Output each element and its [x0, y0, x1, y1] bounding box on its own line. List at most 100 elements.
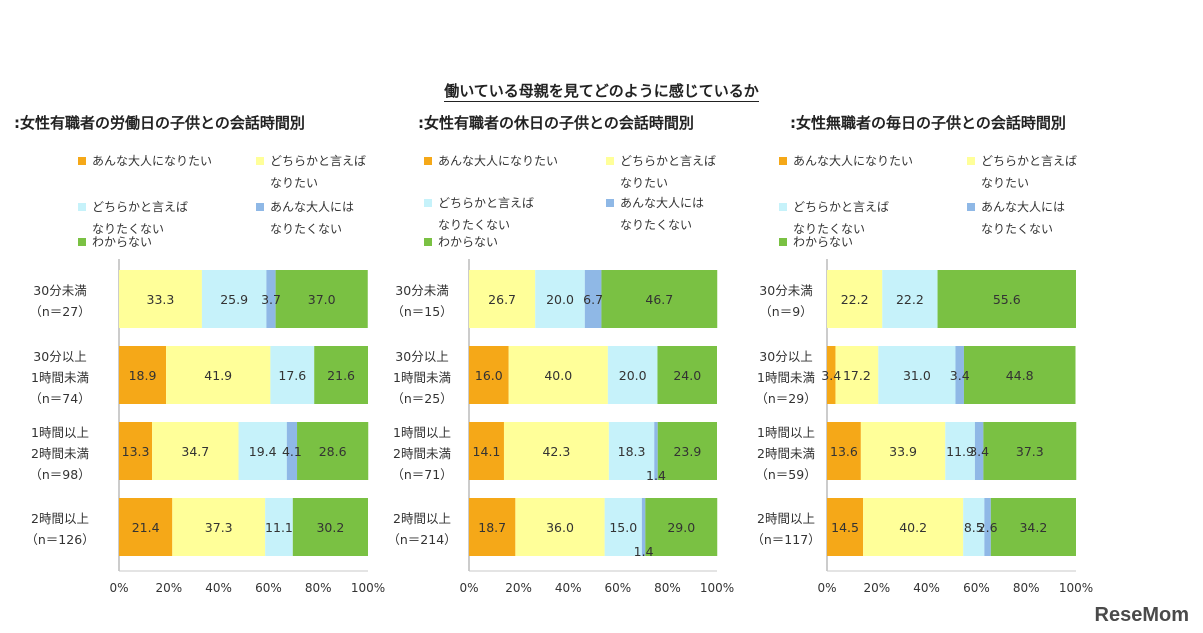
- data-label: 37.3: [205, 520, 233, 535]
- data-label: 22.2: [896, 292, 924, 307]
- data-label: 55.6: [993, 292, 1021, 307]
- data-label: 23.9: [673, 444, 701, 459]
- legend-swatch: [78, 157, 86, 165]
- main-title: 働いている母親を見てどのように感じているか: [444, 82, 759, 102]
- data-label: 18.9: [129, 368, 157, 383]
- data-label: 20.0: [619, 368, 647, 383]
- legend-swatch: [256, 203, 264, 211]
- legend-label: あんな大人には なりたくない: [270, 200, 355, 236]
- data-label: 11.1: [265, 520, 293, 535]
- bar-segment: [266, 270, 276, 328]
- x-tick-label: 0%: [817, 581, 836, 595]
- data-label: 26.7: [488, 292, 516, 307]
- x-tick-label: 60%: [255, 581, 282, 595]
- legend-label: あんな大人には なりたくない: [981, 200, 1066, 236]
- x-tick-label: 20%: [505, 581, 532, 595]
- bar-segment: [292, 498, 368, 556]
- data-label: 14.5: [831, 520, 859, 535]
- data-label: 46.7: [645, 292, 673, 307]
- data-label: 30.2: [316, 520, 344, 535]
- bar-segment: [654, 422, 658, 480]
- bar-segment: [535, 270, 585, 328]
- data-label: 24.0: [673, 368, 701, 383]
- x-tick-label: 80%: [305, 581, 332, 595]
- data-label: 29.0: [667, 520, 695, 535]
- bar-segment: [469, 422, 504, 480]
- bar-segment: [508, 346, 608, 404]
- legend-label: どちらかと言えば なりたくない: [438, 196, 535, 232]
- bar-segment: [270, 346, 315, 404]
- bar-segment: [584, 270, 602, 328]
- bar-segment: [963, 498, 985, 556]
- bar-segment: [275, 270, 368, 328]
- data-label: 13.3: [122, 444, 150, 459]
- data-label: 37.0: [308, 292, 336, 307]
- category-label: 2時間以上 （n＝126）: [25, 511, 95, 547]
- data-label: 20.0: [546, 292, 574, 307]
- data-label: 15.0: [609, 520, 637, 535]
- bar-segment: [641, 498, 646, 556]
- legend-label: どちらかと言えば なりたくない: [92, 200, 189, 236]
- bar-segment: [974, 422, 984, 480]
- bar-segment: [469, 498, 516, 556]
- bar-segment: [937, 270, 1076, 328]
- bar-segment: [119, 270, 202, 328]
- legend-swatch: [779, 203, 787, 211]
- legend-swatch: [606, 199, 614, 207]
- bar-segment: [286, 422, 298, 480]
- data-label: 22.2: [841, 292, 869, 307]
- bar-segment: [945, 422, 975, 480]
- data-label: 28.6: [319, 444, 347, 459]
- legend-label: あんな大人になりたい: [438, 154, 559, 168]
- bar-segment: [604, 498, 642, 556]
- data-label: 14.1: [473, 444, 501, 459]
- legend-swatch: [78, 203, 86, 211]
- bar-segment: [827, 346, 836, 404]
- data-label: 18.7: [478, 520, 506, 535]
- x-tick-label: 60%: [963, 581, 990, 595]
- bar-segment: [878, 346, 956, 404]
- x-tick-label: 100%: [1059, 581, 1093, 595]
- data-label: 21.4: [132, 520, 160, 535]
- bar-segment: [645, 498, 718, 556]
- legend-swatch: [967, 203, 975, 211]
- legend-swatch: [424, 199, 432, 207]
- data-label: 42.3: [542, 444, 570, 459]
- legend-swatch: [967, 157, 975, 165]
- legend-label: わからない: [438, 235, 499, 249]
- category-label: 1時間以上 2時間未満 （n＝59）: [755, 424, 817, 482]
- bar-segment: [827, 422, 861, 480]
- legend-swatch: [606, 157, 614, 165]
- category-label: 1時間以上 2時間未満 （n＝71）: [391, 424, 453, 482]
- data-label: 18.3: [618, 444, 646, 459]
- data-label: 17.6: [278, 368, 306, 383]
- data-label: 6.7: [583, 292, 603, 307]
- bar-segment: [827, 270, 883, 328]
- bar-segment: [601, 270, 718, 328]
- panel-title-1: :女性有職者の労働日の子供との会話時間別: [14, 114, 305, 132]
- x-tick-label: 100%: [351, 581, 385, 595]
- data-label: 4.1: [282, 444, 302, 459]
- legend-label: どちらかと言えば なりたくない: [793, 200, 890, 236]
- bar-segment: [955, 346, 964, 404]
- data-label: 1.4: [646, 468, 666, 483]
- legend-label: わからない: [793, 235, 854, 249]
- data-label: 34.2: [1019, 520, 1047, 535]
- bar-segment: [201, 270, 267, 328]
- legend-swatch: [779, 157, 787, 165]
- data-label: 3.4: [950, 368, 970, 383]
- category-label: 30分以上 1時間未満 （n＝74）: [29, 348, 91, 406]
- bar-segment: [469, 346, 509, 404]
- x-tick-label: 60%: [604, 581, 631, 595]
- data-label: 11.9: [946, 444, 974, 459]
- legend-swatch: [78, 238, 86, 246]
- data-label: 34.7: [181, 444, 209, 459]
- legend-swatch: [779, 238, 787, 246]
- data-label: 31.0: [903, 368, 931, 383]
- legend-label: あんな大人になりたい: [92, 154, 213, 168]
- bar-segment: [608, 422, 655, 480]
- panel-title-3: :女性無職者の毎日の子供との会話時間別: [790, 114, 1066, 132]
- category-label: 2時間以上 （n＝214）: [387, 511, 457, 547]
- bar-segment: [265, 498, 293, 556]
- bar-segment: [983, 422, 1077, 480]
